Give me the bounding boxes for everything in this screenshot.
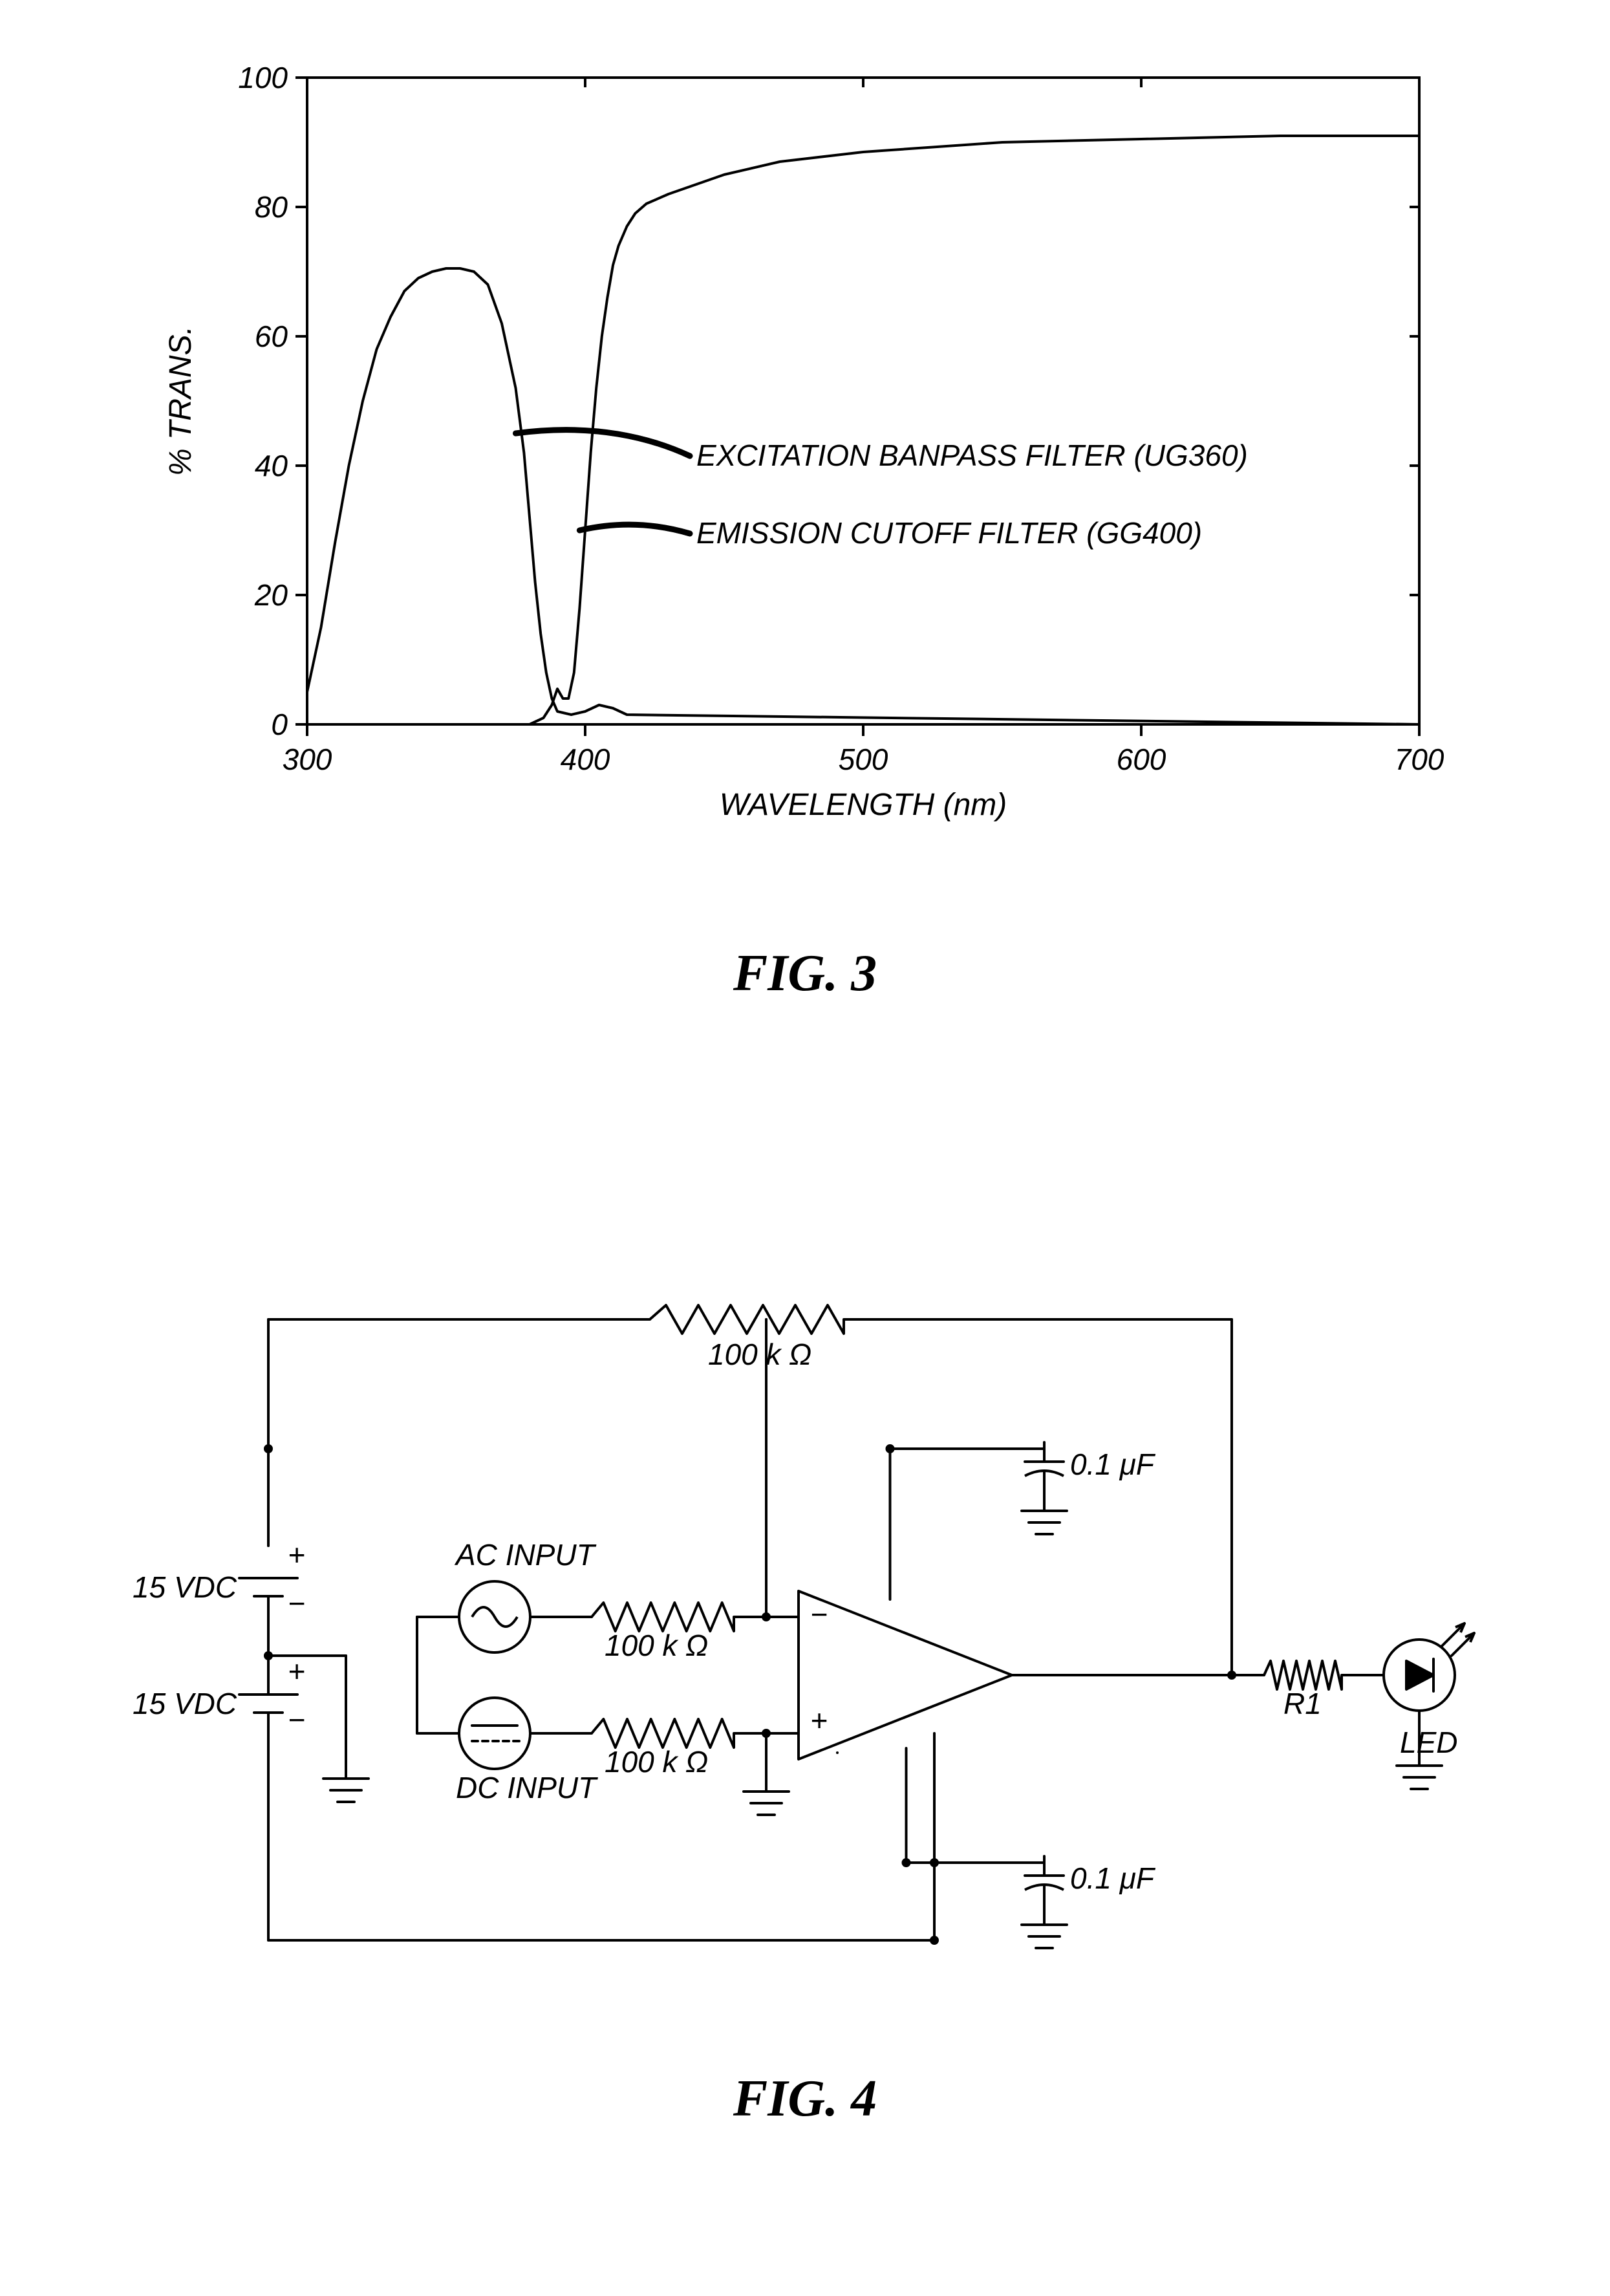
svg-text:15 VDC: 15 VDC <box>133 1687 237 1720</box>
svg-text:100 k Ω: 100 k Ω <box>708 1338 811 1371</box>
svg-text:80: 80 <box>255 190 288 224</box>
y-axis-label: % TRANS. <box>164 326 198 476</box>
x-axis-label: WAVELENGTH (nm) <box>720 788 1007 822</box>
svg-text:−: − <box>810 1597 828 1631</box>
svg-text:+: + <box>288 1654 305 1688</box>
svg-text:60: 60 <box>255 319 288 353</box>
svg-text:0.1 μF: 0.1 μF <box>1070 1861 1156 1895</box>
svg-text:100 k Ω: 100 k Ω <box>605 1629 708 1662</box>
svg-text:0: 0 <box>271 708 288 741</box>
svg-text:100 k Ω: 100 k Ω <box>605 1745 708 1779</box>
svg-text:EXCITATION BANPASS FILTER (UG3: EXCITATION BANPASS FILTER (UG360) <box>696 439 1248 472</box>
svg-text:LED: LED <box>1400 1726 1457 1759</box>
svg-text:600: 600 <box>1117 742 1166 776</box>
svg-text:300: 300 <box>283 742 332 776</box>
svg-text:40: 40 <box>255 449 288 482</box>
fig4-caption: FIG. 4 <box>0 2070 1610 2128</box>
svg-text:400: 400 <box>561 742 610 776</box>
svg-text:700: 700 <box>1395 742 1444 776</box>
svg-text:DC INPUT: DC INPUT <box>456 1771 598 1804</box>
svg-text:AC INPUT: AC INPUT <box>454 1538 597 1572</box>
fig3-chart: 300 400 500 600 700 0 20 40 60 80 100 WAVELENGTH … <box>126 39 1484 944</box>
figure-3-container: 300 400 500 600 700 0 20 40 60 80 100 WAVELENGTH … <box>0 39 1610 1003</box>
svg-text:R1: R1 <box>1283 1687 1322 1720</box>
svg-text:−: − <box>288 1587 305 1620</box>
fig3-caption: FIG. 3 <box>0 944 1610 1003</box>
svg-text:100: 100 <box>238 61 288 94</box>
svg-text:15 VDC: 15 VDC <box>133 1570 237 1604</box>
svg-text:+: + <box>810 1704 828 1737</box>
svg-text:500: 500 <box>839 742 888 776</box>
svg-text:+: + <box>288 1538 305 1572</box>
fig4-circuit: 100 k Ω + − 15 VDC + − 15 VDC − +0.1 μF 0.1 μF AC … <box>94 1229 1516 2070</box>
svg-text:0.1 μF: 0.1 μF <box>1070 1447 1156 1481</box>
svg-text:−: − <box>288 1703 305 1737</box>
svg-text:20: 20 <box>254 578 288 612</box>
svg-text:EMISSION CUTOFF FILTER (GG400): EMISSION CUTOFF FILTER (GG400) <box>696 516 1202 550</box>
figure-4-container: 100 k Ω + − 15 VDC + − 15 VDC − +0.1 μF 0.1 μF AC … <box>0 1229 1610 2128</box>
